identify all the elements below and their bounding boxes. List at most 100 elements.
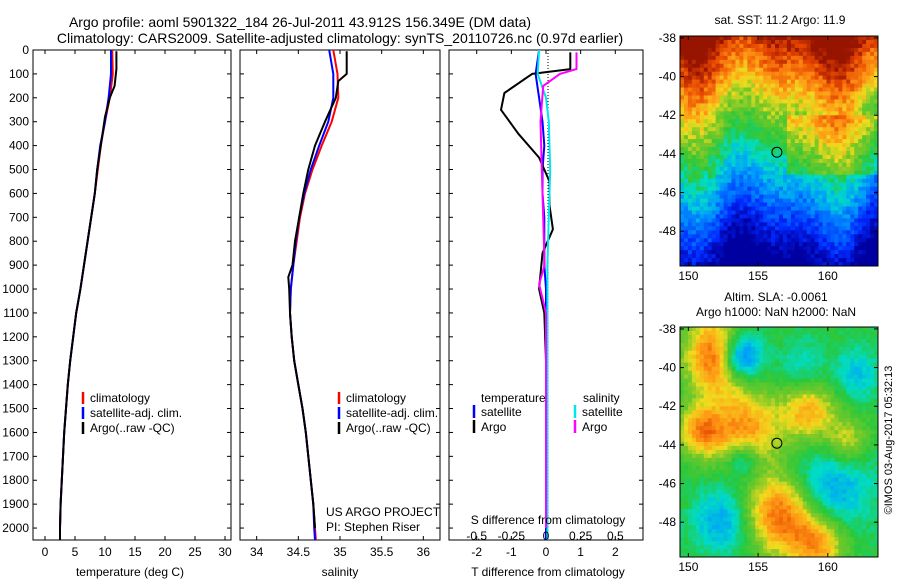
- heatmap-cell: [798, 370, 804, 376]
- heatmap-cell: [691, 55, 697, 61]
- heatmap-cell: [806, 43, 812, 49]
- heatmap-cell: [727, 139, 733, 144]
- heatmap-cell: [842, 186, 847, 192]
- heatmap-cell: [874, 83, 878, 89]
- heatmap-cell: [703, 123, 709, 128]
- heatmap-cell: [707, 346, 713, 352]
- heatmap-cell: [810, 330, 816, 336]
- heatmap-cell: [739, 426, 744, 431]
- heatmap-cell: [850, 147, 855, 152]
- heatmap-cell: [683, 402, 689, 407]
- heatmap-cell: [703, 438, 709, 443]
- heatmap-cell: [763, 135, 768, 140]
- heatmap-cell: [680, 127, 685, 132]
- heatmap-cell: [767, 186, 772, 192]
- heatmap-cell: [818, 147, 824, 152]
- heatmap-cell: [866, 406, 871, 411]
- heatmap-cell: [771, 190, 776, 196]
- heatmap-cell: [711, 119, 717, 124]
- heatmap-cell: [806, 178, 812, 184]
- heatmap-cell: [842, 99, 847, 105]
- heatmap-cell: [846, 91, 851, 97]
- heatmap-cell: [826, 71, 832, 77]
- heatmap-cell: [747, 461, 752, 467]
- heatmap-cell: [727, 330, 733, 336]
- heatmap-cell: [763, 36, 768, 41]
- heatmap-cell: [691, 422, 697, 427]
- heatmap-cell: [810, 422, 816, 427]
- heatmap-cell: [830, 442, 836, 447]
- heatmap-cell: [735, 202, 740, 208]
- heatmap-cell: [834, 206, 839, 212]
- heatmap-cell: [739, 386, 744, 392]
- heatmap-cell: [779, 430, 784, 435]
- heatmap-cell: [798, 154, 804, 160]
- heatmap-cell: [767, 410, 772, 415]
- x-tick-label: 0: [543, 545, 550, 559]
- heatmap-cell: [763, 430, 768, 435]
- heatmap-cell: [854, 47, 859, 53]
- heatmap-cell: [695, 449, 701, 455]
- heatmap-cell: [794, 350, 800, 356]
- heatmap-cell: [731, 453, 737, 459]
- heatmap-cell: [695, 154, 701, 160]
- heatmap-cell: [802, 103, 808, 108]
- heatmap-cell: [683, 422, 689, 427]
- heatmap-cell: [687, 170, 693, 176]
- heatmap-cell: [680, 465, 685, 471]
- heatmap-cell: [862, 218, 867, 223]
- heatmap-cell: [790, 202, 796, 208]
- heatmap-cell: [794, 406, 800, 411]
- heatmap-cell: [699, 370, 705, 376]
- heatmap-cell: [699, 186, 705, 192]
- heatmap-cell: [747, 103, 752, 108]
- heatmap-cell: [790, 119, 796, 124]
- heatmap-cell: [862, 190, 867, 196]
- heatmap-cell: [775, 457, 780, 463]
- heatmap-cell: [699, 103, 705, 108]
- heatmap-cell: [767, 91, 772, 97]
- heatmap-cell: [834, 47, 839, 53]
- heatmap-cell: [862, 430, 867, 435]
- heatmap-cell: [798, 91, 804, 97]
- heatmap-cell: [866, 330, 871, 336]
- heatmap-cell: [846, 143, 851, 148]
- heatmap-cell: [858, 206, 863, 212]
- heatmap-cell: [683, 258, 689, 263]
- heatmap-cell: [775, 374, 780, 380]
- heatmap-cell: [703, 95, 709, 101]
- heatmap-cell: [838, 242, 843, 247]
- heatmap-cell: [723, 342, 729, 348]
- heatmap-cell: [719, 362, 725, 368]
- heatmap-cell: [802, 51, 808, 57]
- heatmap-cell: [798, 374, 804, 380]
- heatmap-cell: [810, 258, 816, 263]
- heatmap-cell: [743, 107, 748, 112]
- heatmap-cell: [866, 190, 871, 196]
- heatmap-cell: [735, 414, 740, 419]
- heatmap-cell: [703, 449, 709, 455]
- heatmap-cell: [806, 262, 812, 266]
- heatmap-cell: [771, 246, 776, 251]
- heatmap-cell: [735, 222, 740, 227]
- heatmap-cell: [850, 210, 855, 216]
- heatmap-cell: [806, 410, 812, 415]
- heatmap-cell: [755, 158, 760, 164]
- heatmap-cell: [715, 123, 721, 128]
- heatmap-cell: [747, 374, 752, 380]
- heatmap-cell: [719, 111, 725, 116]
- heatmap-cell: [794, 91, 800, 97]
- heatmap-cell: [755, 55, 760, 61]
- heatmap-cell: [751, 139, 756, 144]
- heatmap-cell: [858, 254, 863, 259]
- heatmap-cell: [866, 91, 871, 97]
- heatmap-cell: [680, 71, 685, 77]
- heatmap-cell: [687, 465, 693, 471]
- heatmap-cell: [759, 362, 764, 368]
- heatmap-cell: [747, 418, 752, 423]
- heatmap-cell: [870, 350, 875, 356]
- heatmap-cell: [810, 202, 816, 208]
- heatmap-cell: [711, 131, 717, 136]
- heatmap-cell: [707, 327, 713, 332]
- series-line-s-argo: [538, 52, 578, 528]
